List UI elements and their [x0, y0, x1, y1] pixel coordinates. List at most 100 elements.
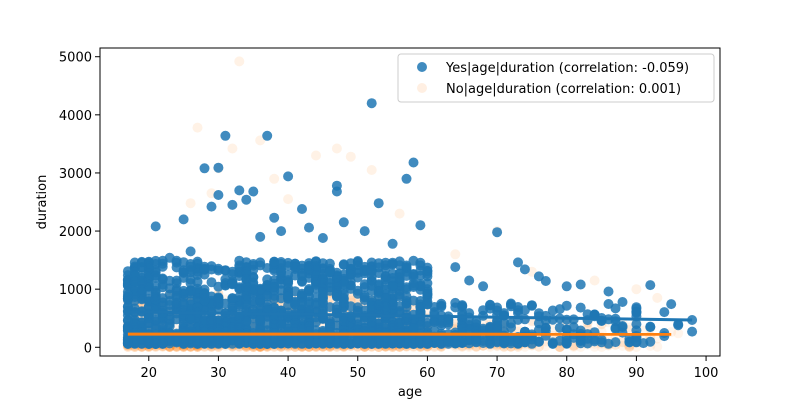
- scatter-point: [366, 305, 377, 316]
- scatter-point: [311, 338, 321, 349]
- scatter-point: [380, 293, 391, 304]
- scatter-point: [150, 270, 161, 281]
- scatter-point: [659, 331, 670, 342]
- scatter-point: [666, 299, 677, 310]
- scatter-point: [603, 299, 614, 309]
- scatter-point: [297, 291, 307, 302]
- scatter-point: [401, 173, 412, 184]
- scatter-point: [659, 307, 670, 318]
- scatter-point: [248, 186, 259, 197]
- scatter-point: [262, 130, 273, 141]
- trend-line-series-1: [127, 310, 693, 322]
- scatter-point: [241, 282, 252, 292]
- y-tick-label: 4000: [59, 109, 92, 124]
- scatter-point: [373, 198, 384, 209]
- scatter-point: [331, 301, 342, 312]
- x-tick-label: 50: [349, 366, 366, 381]
- scatter-point: [457, 327, 468, 338]
- scatter-point: [157, 338, 168, 349]
- x-axis: 20 30 40 50 60 70 80 90 100: [140, 356, 718, 381]
- scatter-point: [415, 220, 426, 231]
- scatter-point: [575, 331, 586, 341]
- scatter-point: [526, 300, 537, 311]
- scatter-point: [304, 222, 314, 233]
- scatter-point: [324, 320, 335, 331]
- scatter-point: [631, 337, 642, 348]
- scatter-point: [276, 226, 287, 237]
- scatter-point: [311, 261, 321, 272]
- series-1-points: [122, 98, 698, 349]
- scatter-point: [227, 293, 238, 304]
- scatter-point: [366, 316, 377, 327]
- scatter-point: [143, 318, 154, 329]
- y-axis-label: duration: [35, 175, 50, 230]
- scatter-point: [687, 326, 698, 337]
- scatter-point: [492, 227, 503, 238]
- scatter-point: [185, 246, 196, 257]
- scatter-point: [331, 186, 342, 197]
- scatter-point: [234, 56, 245, 67]
- scatter-point: [617, 321, 628, 331]
- scatter-point: [457, 300, 468, 311]
- scatter-point: [185, 261, 196, 272]
- scatter-point: [359, 226, 370, 237]
- scatter-point: [297, 270, 307, 281]
- scatter-point: [380, 301, 391, 312]
- scatter-point: [513, 257, 523, 268]
- scatter-point: [262, 274, 273, 285]
- scatter-point: [297, 204, 307, 214]
- legend-marker-no: [417, 83, 427, 93]
- scatter-point: [631, 284, 642, 295]
- scatter-point: [366, 265, 377, 276]
- scatter-point: [519, 264, 530, 275]
- scatter-point: [297, 298, 307, 309]
- x-tick-label: 30: [210, 366, 227, 381]
- scatter-point: [234, 319, 245, 330]
- scatter-point: [408, 323, 419, 334]
- scatter-point: [255, 294, 266, 305]
- scatter-point: [506, 301, 516, 312]
- scatter-point: [617, 297, 628, 307]
- scatter-point: [387, 273, 398, 283]
- x-tick-label: 100: [694, 366, 719, 381]
- scatter-point: [331, 143, 342, 154]
- scatter-point: [408, 157, 419, 168]
- scatter-point: [387, 259, 398, 270]
- scatter-point: [366, 98, 377, 109]
- scatter-point: [290, 318, 301, 328]
- scatter-point: [283, 194, 294, 205]
- scatter-point: [283, 335, 294, 346]
- y-tick-label: 0: [84, 341, 92, 356]
- scatter-point: [352, 257, 363, 267]
- scatter-point: [269, 212, 280, 223]
- scatter-point: [297, 324, 307, 335]
- scatter-point: [450, 338, 461, 349]
- scatter-point: [178, 267, 189, 277]
- scatter-point: [213, 293, 224, 304]
- x-tick-label: 80: [558, 366, 575, 381]
- scatter-point: [192, 335, 203, 345]
- scatter-point: [478, 281, 489, 292]
- scatter-point: [394, 208, 405, 219]
- scatter-point: [415, 257, 426, 268]
- scatter-point: [199, 263, 210, 274]
- scatter-point: [311, 297, 321, 308]
- scatter-point: [652, 341, 663, 352]
- scatter-point: [331, 286, 342, 297]
- scatter-point: [157, 320, 168, 331]
- scatter-point: [129, 318, 140, 329]
- x-tick-label: 20: [140, 366, 157, 381]
- scatter-point: [192, 122, 203, 133]
- scatter-point: [345, 151, 356, 162]
- scatter-point: [220, 130, 231, 141]
- scatter-point: [673, 320, 684, 331]
- scatter-point: [262, 319, 273, 330]
- scatter-point: [387, 238, 398, 249]
- scatter-point: [171, 275, 182, 286]
- scatter-point: [213, 334, 224, 345]
- scatter-point: [213, 190, 224, 200]
- scatter-point: [227, 279, 238, 290]
- scatter-point: [143, 285, 154, 296]
- legend-box: [397, 53, 715, 103]
- scatter-point: [241, 194, 252, 205]
